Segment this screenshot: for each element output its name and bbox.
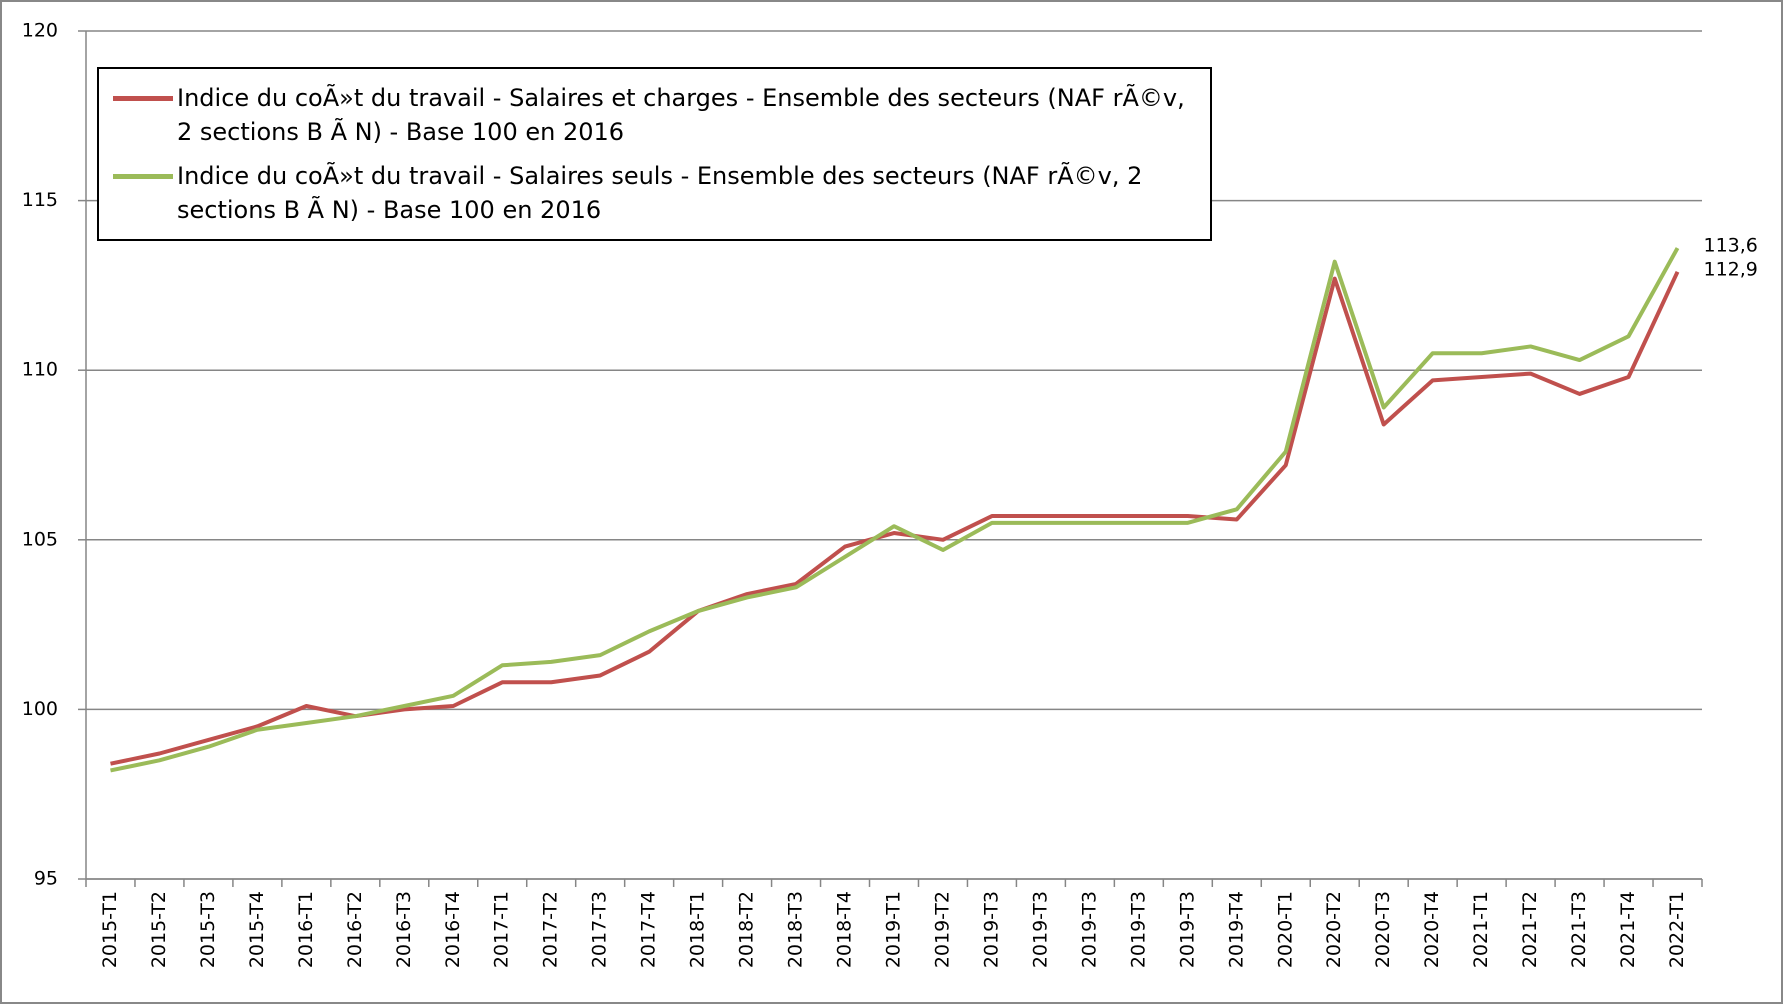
x-tick-label: 2019-T1 — [883, 891, 905, 968]
x-tick-label: 2018-T1 — [687, 891, 709, 968]
x-tick-label: 2021-T1 — [1470, 891, 1492, 968]
data-label: 112,9 — [1704, 258, 1758, 280]
x-tick-label: 2018-T4 — [834, 891, 856, 968]
y-tick-label: 105 — [22, 528, 58, 550]
legend-entry: Indice du coÃ»t du travail - Salaires se… — [113, 159, 1196, 227]
x-tick-label: 2020-T2 — [1323, 891, 1345, 968]
x-tick-label: 2019-T3 — [980, 891, 1002, 968]
x-tick-label: 2017-T2 — [540, 891, 562, 968]
legend-label: Indice du coÃ»t du travail - Salaires se… — [177, 162, 1143, 224]
x-tick-label: 2016-T2 — [344, 891, 366, 968]
x-tick-label: 2015-T3 — [197, 891, 219, 968]
data-label: 113,6 — [1704, 235, 1758, 257]
x-tick-label: 2019-T4 — [1225, 891, 1247, 968]
x-tick-label: 2021-T3 — [1568, 891, 1590, 968]
x-tick-label: 2020-T4 — [1421, 891, 1443, 968]
series-line — [110, 247, 1680, 773]
legend-entry: Indice du coÃ»t du travail - Salaires et… — [113, 81, 1196, 149]
x-tick-label: 2017-T4 — [638, 891, 660, 968]
y-tick-label: 115 — [22, 189, 58, 211]
x-tick-label: 2016-T1 — [295, 891, 317, 968]
x-tick-label: 2021-T2 — [1519, 891, 1541, 968]
x-tick-label: 2015-T4 — [246, 891, 268, 968]
x-tick-label: 2017-T1 — [491, 891, 513, 968]
y-tick-label: 120 — [22, 20, 58, 42]
x-tick-label: 2019-T3 — [1029, 891, 1051, 968]
y-tick-label: 100 — [22, 698, 58, 720]
x-tick-label: 2015-T2 — [148, 891, 170, 968]
y-tick-label: 95 — [34, 868, 58, 890]
x-tick-label: 2020-T1 — [1274, 891, 1296, 968]
x-tick-label: 2016-T3 — [393, 891, 415, 968]
x-tick-label: 2019-T3 — [1078, 891, 1100, 968]
y-tick-label: 110 — [22, 359, 58, 381]
x-tick-label: 2019-T3 — [1176, 891, 1198, 968]
x-tick-label: 2018-T3 — [785, 891, 807, 968]
legend-label: Indice du coÃ»t du travail - Salaires et… — [177, 84, 1185, 146]
x-tick-label: 2015-T1 — [99, 891, 121, 968]
legend-swatch — [113, 96, 173, 101]
legend-swatch — [113, 174, 173, 179]
x-tick-label: 2020-T3 — [1372, 891, 1394, 968]
legend: Indice du coÃ»t du travail - Salaires et… — [97, 67, 1212, 241]
x-tick-label: 2017-T3 — [589, 891, 611, 968]
x-tick-label: 2019-T2 — [931, 891, 953, 968]
x-tick-label: 2022-T1 — [1666, 891, 1688, 968]
series-line — [110, 270, 1680, 766]
x-tick-label: 2019-T3 — [1127, 891, 1149, 968]
x-tick-label: 2016-T4 — [442, 891, 464, 968]
x-tick-label: 2021-T4 — [1617, 891, 1639, 968]
x-tick-label: 2018-T2 — [736, 891, 758, 968]
